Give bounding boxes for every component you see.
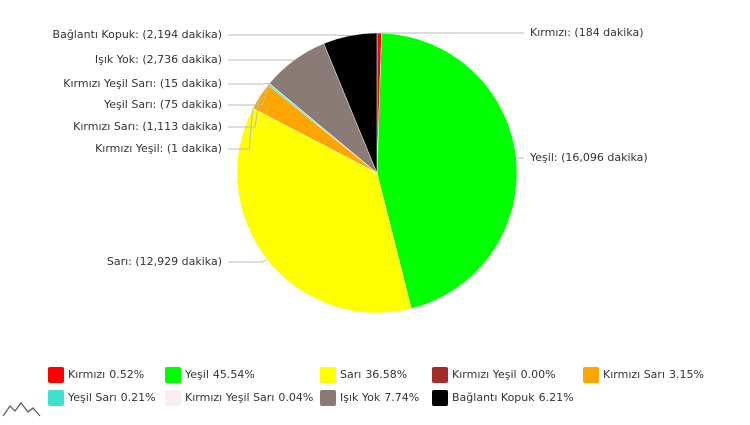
logo bbox=[2, 402, 41, 417]
legend-percent: 6.21% bbox=[539, 391, 574, 404]
legend-swatch bbox=[583, 367, 599, 383]
legend-percent: 0.04% bbox=[278, 391, 313, 404]
data-label: Bağlantı Kopuk: (2,194 dakika) bbox=[53, 28, 222, 41]
data-label: Yeşil: (16,096 dakika) bbox=[529, 151, 648, 164]
data-label: Kırmızı: (184 dakika) bbox=[530, 26, 644, 39]
legend-percent: 7.74% bbox=[384, 391, 419, 404]
data-label: Kırmızı Yeşil: (1 dakika) bbox=[95, 142, 222, 155]
legend-percent: 3.15% bbox=[669, 368, 704, 381]
legend-name: Işık Yok bbox=[340, 391, 381, 404]
legend-name: Sarı bbox=[340, 368, 361, 381]
legend-percent: 0.52% bbox=[109, 368, 144, 381]
legend-label: Yeşil Sarı 0.21% bbox=[67, 391, 156, 404]
legend-percent: 0.21% bbox=[121, 391, 156, 404]
legend-name: Bağlantı Kopuk bbox=[452, 391, 535, 404]
legend-name: Kırmızı Yeşil bbox=[452, 368, 517, 381]
legend-swatch bbox=[48, 390, 64, 406]
legend-label: Yeşil 45.54% bbox=[184, 368, 255, 381]
data-label: Işık Yok: (2,736 dakika) bbox=[95, 53, 222, 66]
legend-swatch bbox=[320, 390, 336, 406]
label-leader bbox=[228, 108, 254, 150]
legend-swatch bbox=[165, 390, 181, 406]
label-leader bbox=[228, 34, 350, 37]
data-label: Kırmızı Sarı: (1,113 dakika) bbox=[73, 120, 222, 133]
label-leader bbox=[228, 259, 268, 263]
legend-name: Kırmızı bbox=[68, 368, 105, 381]
legend-swatch bbox=[432, 367, 448, 383]
data-label: Kırmızı Yeşil Sarı: (15 dakika) bbox=[63, 77, 222, 90]
legend-name: Yeşil bbox=[184, 368, 209, 381]
legend-label: Kırmızı Yeşil Sarı 0.04% bbox=[185, 391, 313, 404]
legend-name: Kırmızı Sarı bbox=[603, 368, 665, 381]
data-label: Sarı: (12,929 dakika) bbox=[107, 255, 222, 268]
legend-swatch bbox=[432, 390, 448, 406]
label-leader bbox=[228, 96, 261, 128]
legend-label: Sarı 36.58% bbox=[340, 368, 407, 381]
pie-slice bbox=[323, 32, 378, 174]
legend-label: Kırmızı 0.52% bbox=[68, 368, 144, 381]
legend-swatch bbox=[320, 367, 336, 383]
legend-swatch bbox=[48, 367, 64, 383]
label-leader bbox=[228, 84, 270, 106]
data-label: Yeşil Sarı: (75 dakika) bbox=[103, 98, 222, 111]
legend-label: Işık Yok 7.74% bbox=[340, 391, 419, 404]
pie-slice bbox=[236, 107, 412, 314]
pie-slice bbox=[376, 32, 518, 310]
legend-swatch bbox=[165, 367, 181, 383]
legend-percent: 45.54% bbox=[213, 368, 255, 381]
legend-percent: 36.58% bbox=[365, 368, 407, 381]
legend-label: Kırmızı Sarı 3.15% bbox=[603, 368, 704, 381]
legend-name: Yeşil Sarı bbox=[67, 391, 117, 404]
legend-label: Kırmızı Yeşil 0.00% bbox=[452, 368, 556, 381]
legend-name: Kırmızı Yeşil Sarı bbox=[185, 391, 274, 404]
legend-label: Bağlantı Kopuk 6.21% bbox=[452, 391, 574, 404]
legend-percent: 0.00% bbox=[521, 368, 556, 381]
